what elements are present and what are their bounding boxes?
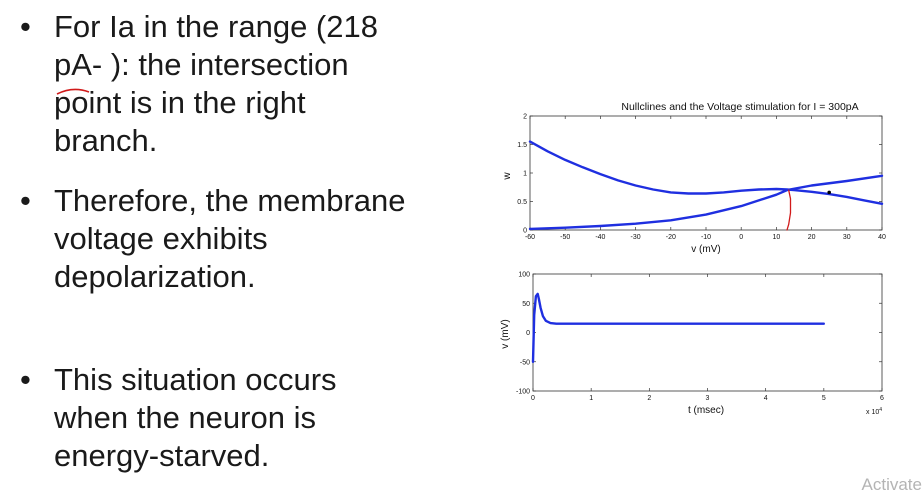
bullet-1-line-4: branch. [54,123,158,158]
bullet-1-line-1: For Ia in the range (218 [54,9,378,44]
x-axis-multiplier: x 104 [866,407,882,416]
bullet-3: • This situation occurs when the neuron … [18,361,337,475]
x-tick-label: 3 [706,395,710,402]
bullet-1: • For Ia in the range (218 pA- ): the in… [18,8,378,160]
bullet-2-line-1: Therefore, the membrane [54,183,406,218]
x-axis-label: t (msec) [688,405,724,416]
y-axis-label: w [502,172,513,181]
series-line-1 [531,292,825,364]
y-tick-label: 50 [522,301,530,308]
x-tick-label: 4 [764,395,768,402]
x-tick-label: -40 [595,234,605,241]
red-underline-mark [56,88,90,95]
nullcline-chart: Nullclines and the Voltage stimulation f… [502,101,886,255]
bullet-1-line-3: point is in the right [54,85,306,120]
x-tick-label: 30 [843,234,851,241]
x-tick-label: -20 [666,234,676,241]
y-tick-label: 0 [523,228,527,235]
x-tick-label: -50 [560,234,570,241]
bullet-2-line-2: voltage exhibits [54,221,268,256]
y-tick-label: 100 [518,272,530,279]
plot-frame [529,115,883,231]
activate-watermark: Activate [861,475,922,494]
series-line-1 [528,140,884,206]
x-tick-label: 20 [808,234,816,241]
x-tick-label: 2 [647,395,651,402]
y-tick-label: 2 [523,114,527,121]
y-axis-label: v (mV) [500,319,511,348]
bullet-dot: • [20,9,31,44]
y-tick-label: -100 [516,389,530,396]
bullet-2: • Therefore, the membrane voltage exhibi… [18,182,406,296]
x-tick-label: 6 [880,395,884,402]
x-tick-label: -30 [631,234,641,241]
x-tick-label: 1 [589,395,593,402]
y-tick-label: -50 [520,359,530,366]
bullet-dot: • [20,362,31,397]
x-tick-label: 0 [739,234,743,241]
y-tick-label: 0 [526,330,530,337]
bullet-3-line-3: energy-starved. [54,438,270,473]
chart-title: Nullclines and the Voltage stimulation f… [621,101,858,113]
x-tick-label: 40 [878,234,886,241]
series-line-3 [786,189,792,231]
x-tick-label: -10 [701,234,711,241]
plot-frame [532,273,883,392]
bullet-1-line-2: pA- ): the intersection [54,47,349,82]
bullet-3-line-2: when the neuron is [54,400,316,435]
x-tick-label: 5 [822,395,826,402]
x-tick-label: -60 [525,234,535,241]
x-tick-label: 0 [531,395,535,402]
y-tick-label: 1.5 [517,142,527,149]
x-axis-label: v (mV) [691,244,720,255]
y-tick-label: 0.5 [517,199,527,206]
y-tick-label: 1 [523,171,527,178]
bullet-2-line-3: depolarization. [54,259,256,294]
state-point [827,190,831,195]
series-line-2 [528,174,884,231]
x-tick-label: 10 [773,234,781,241]
bullet-3-line-1: This situation occurs [54,362,337,397]
voltage-trace-chart: 0 1 2 3 4 5 6 -100 -50 0 50 100 t (msec) v (mV) x 1… [500,272,884,417]
bullet-dot: • [20,183,31,218]
